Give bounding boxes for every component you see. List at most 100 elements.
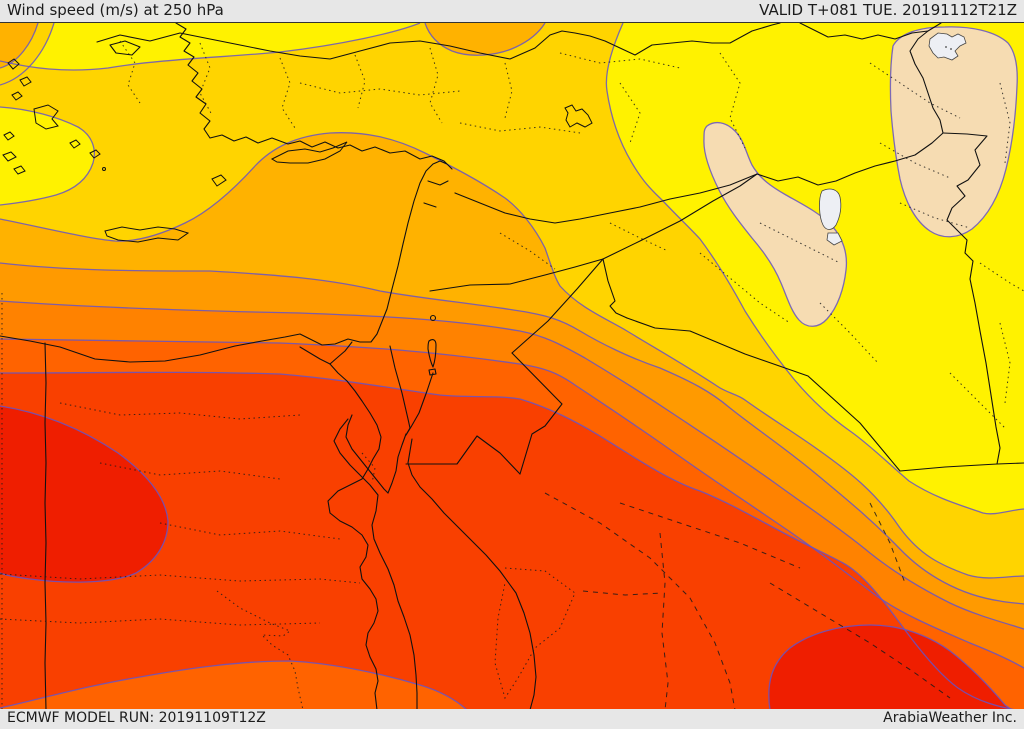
admin-saudi-2 xyxy=(619,502,801,569)
contour-corner-amber-edge xyxy=(0,23,39,69)
contour-red-max-southeast-edge xyxy=(768,624,1013,710)
country-borders xyxy=(44,23,1024,710)
rhodes-island xyxy=(211,174,227,187)
admin-sinai xyxy=(361,452,376,484)
contour-corner-rim-edge xyxy=(0,23,55,86)
valid-time: VALID T+081 TUE. 20191112T21Z xyxy=(759,1,1017,19)
map-title: Wind speed (m/s) at 250 hPa xyxy=(7,1,224,19)
aegean-islet-7 xyxy=(69,139,81,149)
border-syria-iraq xyxy=(602,173,758,260)
coast-gulf-of-suez-west xyxy=(333,418,418,710)
band-cream-northeast-blob xyxy=(890,26,1018,237)
border-egypt-libya xyxy=(44,342,47,710)
coast-marmara-sea xyxy=(109,40,141,56)
titlebar: Wind speed (m/s) at 250 hPa VALID T+081 … xyxy=(0,0,1024,22)
border-syria-turkey xyxy=(454,173,758,224)
contour-top-amber-blob-edge xyxy=(424,23,546,56)
contour-yellow-strip-edge xyxy=(0,23,421,71)
band-amber-corner-blob xyxy=(0,23,38,68)
admin-saudi-4 xyxy=(869,502,906,584)
admin-egypt-3 xyxy=(159,522,341,540)
contour-lines xyxy=(0,23,1024,710)
coast-red-sea-east xyxy=(407,438,537,710)
aegean-islet-3 xyxy=(11,91,23,101)
admin-saudi-5 xyxy=(659,532,669,710)
admin-turkey-4 xyxy=(354,54,366,109)
nile-delta-west-branch xyxy=(299,346,331,365)
admin-saudi-1 xyxy=(544,492,736,710)
crete-island xyxy=(104,226,190,243)
admin-turkey-3 xyxy=(279,57,296,129)
border-iraq-jordan-hook xyxy=(602,258,628,319)
band-south-lighter-strip xyxy=(0,661,467,710)
border-saudi-iraq xyxy=(626,317,1024,472)
model-run-label: ECMWF MODEL RUN: 20191109T12Z xyxy=(7,710,266,726)
nile-river xyxy=(327,363,382,710)
band-red-max-southeast xyxy=(768,625,1012,710)
contour-red-max-west-edge xyxy=(0,405,169,583)
border-iraq-iran xyxy=(942,132,1001,465)
border-jordan-northeast xyxy=(511,258,604,354)
admin-egypt-1 xyxy=(59,402,301,420)
admin-boundaries xyxy=(0,40,1024,710)
admin-egypt-2 xyxy=(99,462,281,480)
coast-sinai-west xyxy=(345,414,389,494)
band-yellow-west-tongue xyxy=(0,107,95,205)
border-israel-jordan-arava xyxy=(405,372,434,436)
aegean-islet-4 xyxy=(3,131,15,141)
admin-turkey-10 xyxy=(619,82,641,144)
admin-syria-1 xyxy=(499,232,556,270)
admin-iran-edge-4 xyxy=(949,372,1006,429)
contour-northeast-yellow-edge xyxy=(605,23,1024,515)
border-jordan-syria xyxy=(429,258,604,292)
admin-turkey-2 xyxy=(199,42,213,116)
band-cream-sausage xyxy=(703,122,847,327)
aegean-dot-island xyxy=(102,167,106,171)
map-canvas xyxy=(0,22,1024,710)
wind-bands xyxy=(0,23,1024,710)
border-jordan-saudi-zigzag-east xyxy=(511,352,563,475)
coast-sinai-east-gulf-of-aqaba xyxy=(387,433,407,494)
admin-turkey-9 xyxy=(559,52,681,69)
branding-label: ArabiaWeather Inc. xyxy=(883,710,1017,726)
lake-van-islet-1 xyxy=(945,46,947,48)
admin-saudi-6 xyxy=(582,590,663,596)
coastlines xyxy=(0,23,781,710)
dead-sea-outline xyxy=(427,339,437,368)
contour-south-strip-edge xyxy=(0,660,468,710)
footbar: ECMWF MODEL RUN: 20191109T12Z ArabiaWeat… xyxy=(0,709,1024,729)
band-yellow-north-strip xyxy=(0,23,420,71)
lake-urmia xyxy=(819,188,842,230)
aegean-islet-5 xyxy=(2,151,17,162)
band-red-orange-jet xyxy=(0,372,1016,710)
admin-iran-edge-1 xyxy=(999,82,1011,164)
contour-amber-main-edge xyxy=(0,132,1024,579)
salt-lake-outline xyxy=(564,104,593,128)
border-turkey-iraq xyxy=(756,132,944,186)
border-jordan-saudi-zigzag-south xyxy=(405,435,521,475)
band-red-max-west xyxy=(0,406,168,583)
lake-van xyxy=(928,32,967,61)
coast-black-sea xyxy=(96,23,781,60)
wind-speed-contour-map xyxy=(0,23,1024,710)
lakes xyxy=(819,32,967,246)
admin-east-anatolia-2 xyxy=(879,142,951,179)
admin-iran-edge-2 xyxy=(979,262,1024,292)
islands xyxy=(2,58,593,243)
sea-of-galilee xyxy=(429,314,437,322)
lesbos-island xyxy=(33,104,59,130)
admin-iraq-1 xyxy=(699,252,791,324)
cyprus-island xyxy=(270,141,348,164)
contour-orange-main-edge xyxy=(0,262,1024,605)
admin-turkey-8 xyxy=(459,122,581,134)
contour-cream-blob-edge xyxy=(889,26,1018,238)
contour-west-tongue-edge xyxy=(0,106,95,206)
border-turkey-iran-north xyxy=(909,23,944,134)
aegean-islet-8 xyxy=(89,149,101,159)
admin-turkey-1 xyxy=(119,40,141,104)
dead-sea-south-basin xyxy=(428,368,437,376)
admin-turkey-7 xyxy=(299,82,461,96)
aegean-islet-2 xyxy=(19,76,32,87)
border-lebanon xyxy=(423,180,449,208)
contour-orange-red-edge xyxy=(0,338,1024,669)
